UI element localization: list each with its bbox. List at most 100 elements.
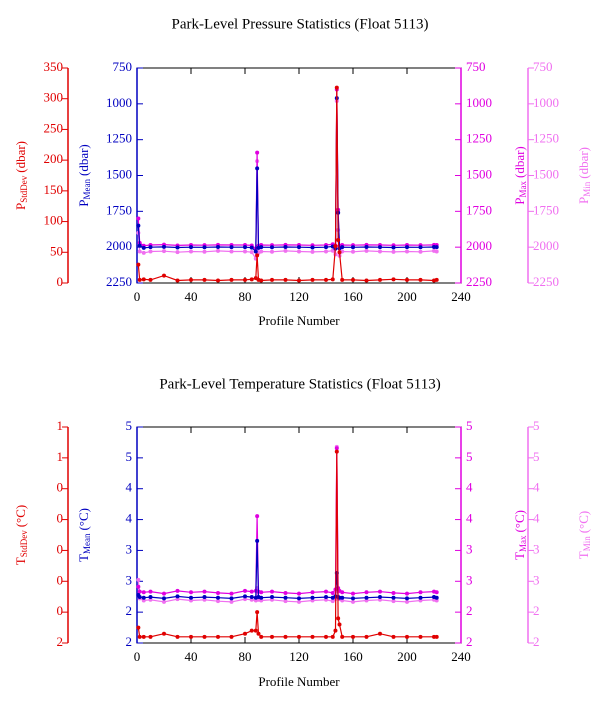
data-point [434, 277, 439, 282]
data-point [283, 245, 288, 250]
x-tick-label: 120 [289, 649, 309, 664]
data-point [340, 595, 345, 600]
data-point [324, 597, 328, 602]
data-point [351, 245, 355, 250]
data-point [249, 245, 254, 250]
data-point [351, 249, 355, 254]
y-tick-label: 1500 [533, 166, 559, 181]
data-point [297, 278, 301, 283]
data-point [175, 594, 180, 599]
data-point [141, 590, 146, 595]
data-point [141, 245, 146, 250]
data-point [378, 277, 382, 282]
data-point [189, 590, 193, 595]
data-point [255, 538, 260, 543]
data-point [270, 634, 274, 639]
y-tick-label: 50 [50, 243, 63, 258]
data-point [229, 596, 234, 601]
data-point [340, 590, 345, 595]
data-point [270, 249, 274, 254]
y-tick-label: 3 [126, 572, 133, 587]
x-tick-label: 240 [451, 289, 471, 304]
data-point [229, 591, 234, 596]
axis-subscript: Min [582, 536, 592, 552]
data-point [297, 245, 301, 250]
axis-unit: (dbar) [512, 146, 527, 178]
data-point [137, 589, 142, 594]
data-point [324, 249, 328, 254]
data-point [162, 273, 166, 278]
data-point [249, 597, 254, 602]
data-point [378, 595, 382, 600]
data-point [364, 248, 369, 253]
y-tick-label: 5 [533, 449, 540, 464]
data-point [324, 595, 328, 600]
axis-unit: (°C) [512, 510, 527, 533]
x-tick-label: 160 [343, 649, 363, 664]
data-point [189, 598, 193, 603]
data-point [334, 449, 339, 454]
y-tick-label: 200 [44, 151, 64, 166]
data-point [310, 598, 315, 603]
y-tick-label: 0 [57, 541, 64, 556]
y-axis-label: PMax (dbar) [512, 146, 528, 205]
y-tick-label: 5 [466, 418, 473, 433]
data-point [378, 589, 382, 594]
data-point [243, 588, 247, 593]
data-point [434, 590, 439, 595]
data-point [405, 245, 409, 250]
data-point [202, 589, 207, 594]
y-tick-label: 2 [126, 634, 133, 649]
data-point [216, 599, 220, 604]
y-tick-label: 4 [466, 480, 473, 495]
y-tick-label: 150 [44, 182, 64, 197]
data-point [310, 245, 315, 250]
data-point [137, 243, 142, 248]
data-point [334, 85, 339, 90]
data-point [255, 610, 260, 615]
data-point [297, 249, 301, 254]
y-tick-label: 1750 [106, 202, 132, 217]
data-point [333, 244, 338, 249]
y-tick-label: 1250 [533, 131, 559, 146]
y-axis-label: TMean (°C) [76, 508, 92, 562]
axis-symbol: T [13, 557, 28, 565]
y-tick-label: 2000 [466, 238, 492, 253]
data-point [175, 588, 180, 593]
data-point [229, 249, 234, 254]
data-point [310, 277, 315, 282]
data-point [216, 245, 220, 250]
data-point [256, 631, 261, 636]
data-point [351, 596, 355, 601]
data-point [297, 591, 301, 596]
data-point [330, 277, 335, 282]
y-tick-label: 350 [44, 59, 64, 74]
x-tick-label: 40 [185, 289, 198, 304]
axis-subscript: Mean [82, 179, 92, 200]
data-point [297, 596, 301, 601]
axis-unit: (dbar) [13, 141, 28, 173]
data-point [141, 277, 146, 282]
axis-symbol: P [76, 200, 91, 207]
y-axis-label: TMax (°C) [512, 510, 528, 560]
y-axis-label: PStdDev (dbar) [13, 141, 29, 210]
data-point [229, 245, 234, 250]
data-point [259, 598, 264, 603]
data-point [405, 634, 409, 639]
data-point [175, 245, 180, 250]
data-point [148, 245, 153, 250]
y-tick-label: 0 [57, 572, 64, 587]
y-tick-label: 750 [466, 59, 486, 74]
y-tick-label: 2 [466, 634, 473, 649]
data-point [324, 277, 328, 282]
data-point [243, 249, 247, 254]
x-axis-label: Profile Number [258, 313, 340, 328]
data-point [364, 595, 369, 600]
y-tick-label: 3 [533, 541, 540, 556]
data-point [330, 590, 335, 595]
x-tick-label: 40 [185, 649, 198, 664]
axis-unit: (°C) [76, 508, 91, 531]
data-point [229, 277, 234, 282]
axis-symbol: T [512, 552, 527, 560]
axis-unit: (dbar) [76, 144, 91, 176]
